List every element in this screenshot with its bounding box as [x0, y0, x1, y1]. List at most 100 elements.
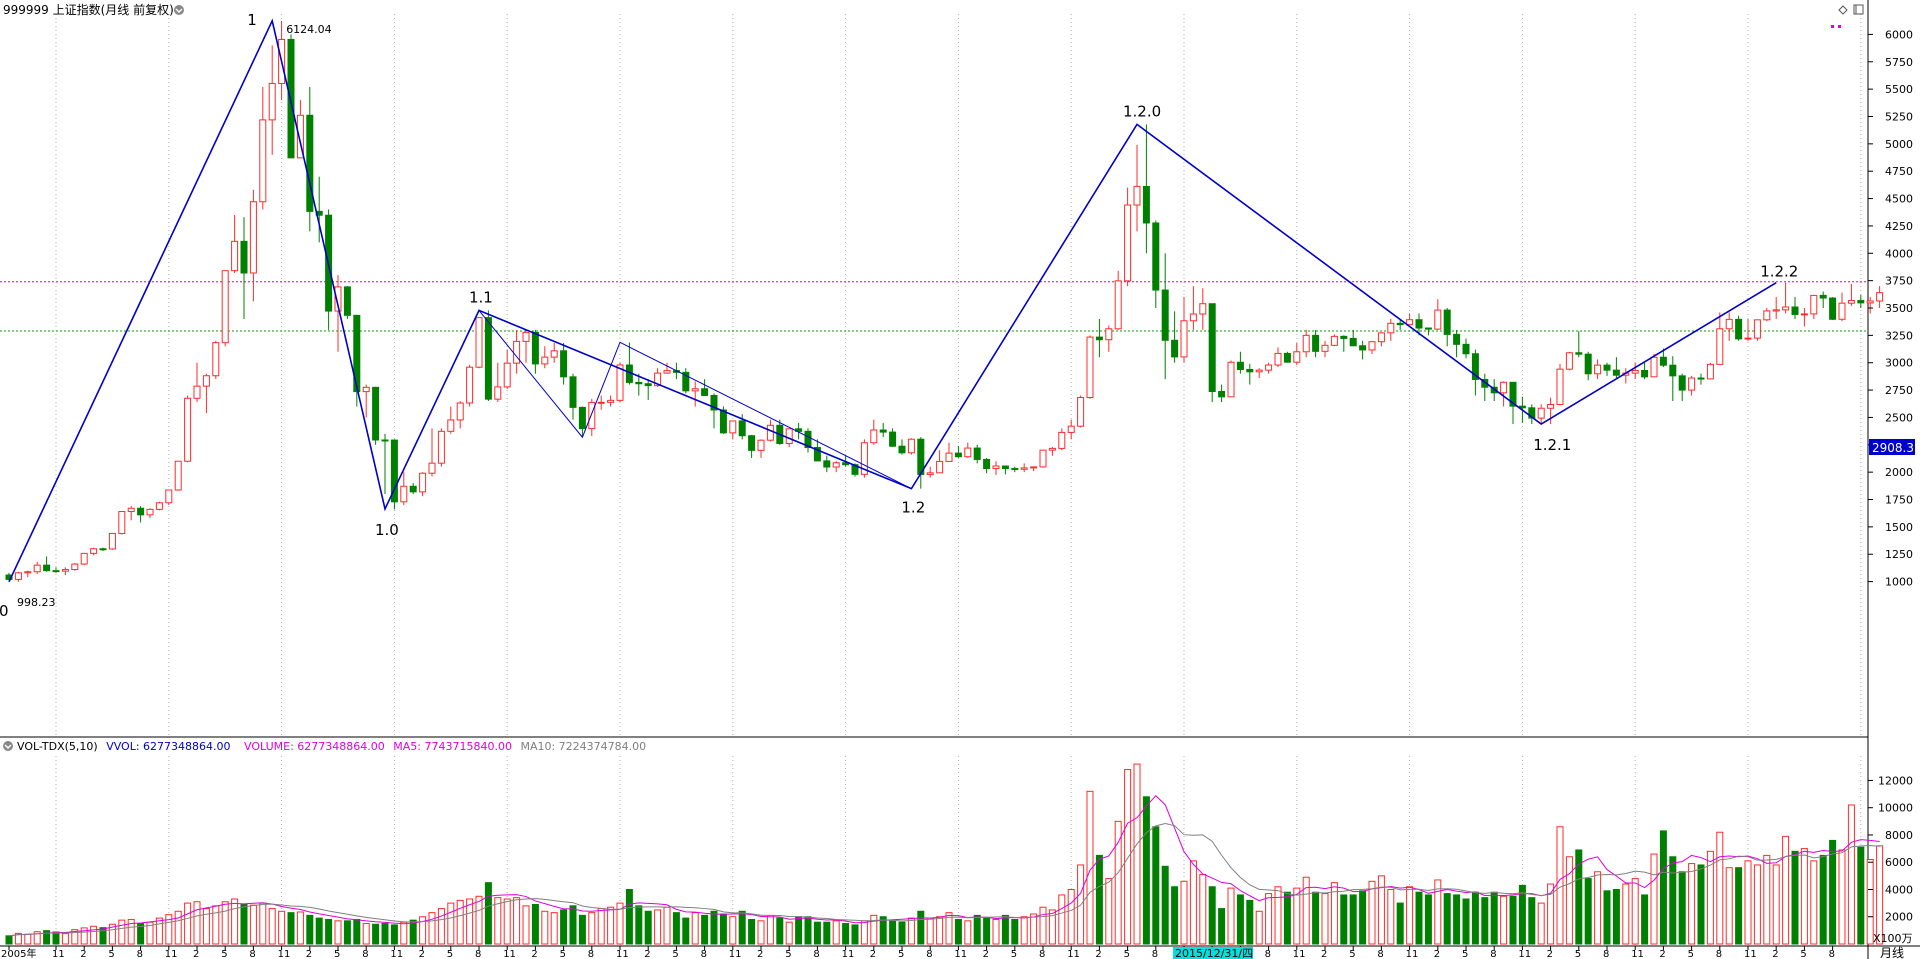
time-tick-label: 2 — [193, 949, 199, 959]
time-tick-label: 2 — [1547, 949, 1553, 959]
volume-bar — [33, 931, 41, 945]
candle-body — [701, 388, 709, 396]
volume-bar — [71, 929, 79, 945]
candle-body — [1819, 294, 1827, 299]
time-tick-label: 5 — [1011, 949, 1017, 959]
time-tick-label: 11 — [1631, 949, 1644, 959]
volume-bar — [466, 898, 474, 945]
volume-bar — [437, 908, 445, 945]
candle-body — [231, 240, 239, 272]
candle-body — [1453, 333, 1461, 345]
volume-bar — [193, 901, 201, 945]
volume-bar — [484, 882, 492, 945]
candle-body — [221, 270, 229, 344]
volume-tick-label: 6000 — [1885, 856, 1913, 869]
volume-bar — [1246, 899, 1254, 945]
wave-label: 1.2.1 — [1533, 436, 1571, 454]
candle-body — [654, 372, 662, 387]
candle-body — [268, 82, 276, 121]
candle-body — [1528, 407, 1536, 419]
volume-bar — [654, 909, 662, 945]
candle-body — [362, 386, 370, 393]
candle-body — [184, 397, 192, 462]
candle-body — [1847, 300, 1855, 304]
indicator-dropdown-icon[interactable] — [3, 741, 13, 751]
volume-bar — [748, 918, 756, 945]
candle-body — [1556, 368, 1564, 406]
volume-bars — [5, 763, 1884, 945]
volume-bar — [249, 904, 257, 945]
volume-bar — [268, 908, 276, 945]
candle-body — [1434, 309, 1442, 330]
candle-body — [240, 240, 248, 274]
wave-label: 1.2.2 — [1760, 263, 1798, 281]
candle-body — [428, 462, 436, 474]
price-tick-label: 5750 — [1885, 56, 1913, 69]
volume-bar — [381, 923, 389, 945]
volume-bar — [296, 911, 304, 945]
volume-bar — [1086, 790, 1094, 945]
volume-bar — [522, 905, 530, 945]
candle-body — [475, 317, 483, 368]
price-tick-label: 5500 — [1885, 83, 1913, 96]
time-tick-label: 5 — [108, 949, 114, 959]
volume-bar — [842, 923, 850, 945]
candle-body — [578, 406, 586, 430]
time-tick-label: 2 — [983, 949, 989, 959]
candle-body — [1866, 300, 1874, 304]
time-tick-label: 5 — [1349, 949, 1355, 959]
title-dropdown-icon[interactable] — [174, 5, 184, 15]
volume-bar — [1631, 878, 1639, 945]
candle-body — [644, 383, 652, 387]
candle-body — [663, 370, 671, 374]
wave-label: 998.23 — [17, 596, 56, 609]
volume-bar — [278, 910, 286, 945]
time-tick-label: 8 — [1603, 949, 1609, 959]
candle-body — [1208, 303, 1216, 392]
volume-bar — [24, 933, 32, 945]
volume-bar — [1622, 883, 1630, 945]
candle-body — [729, 420, 737, 434]
restore-icon[interactable] — [1853, 4, 1864, 15]
period-label[interactable]: 月线 — [1880, 946, 1904, 959]
volume-bar — [1876, 845, 1884, 945]
diamond-icon[interactable] — [1838, 5, 1848, 15]
volume-bar — [1725, 867, 1733, 945]
volume-bar — [400, 921, 408, 945]
volume-bar — [578, 914, 586, 945]
wave-line — [478, 310, 912, 490]
time-tick-label: 8 — [1377, 949, 1383, 959]
candle-body — [409, 485, 417, 493]
price-tick-label: 6000 — [1885, 28, 1913, 41]
candle-body — [400, 485, 408, 503]
volume-bar — [1547, 883, 1555, 945]
candle-body — [43, 564, 51, 572]
volume-unit-label: X100万 — [1873, 932, 1913, 945]
time-tick-label: 5 — [785, 949, 791, 959]
time-tick-label: 8 — [813, 949, 819, 959]
time-tick-label: 5 — [221, 949, 227, 959]
volume-bar — [1255, 910, 1263, 945]
candle-body — [1631, 369, 1639, 374]
volume-bar — [503, 898, 511, 945]
volume-bar — [315, 917, 323, 945]
candle-body — [1114, 280, 1122, 330]
candle-body — [1077, 397, 1085, 427]
volume-bar — [108, 923, 116, 945]
candle-body — [823, 460, 831, 468]
time-tick-label: 11 — [1744, 949, 1757, 959]
volume-bar — [1716, 831, 1724, 945]
reference-lines — [0, 281, 1866, 332]
volume-bar — [1058, 894, 1066, 945]
candle-body — [1575, 352, 1583, 355]
volume-bar — [428, 912, 436, 945]
candle-body — [1312, 334, 1320, 352]
volume-bar — [1265, 893, 1273, 945]
candle-body — [541, 356, 549, 365]
volume-bar — [795, 916, 803, 945]
candle-body — [1537, 407, 1545, 419]
volume-bar — [343, 920, 351, 945]
candle-body — [61, 569, 69, 572]
candle-body — [560, 350, 568, 378]
